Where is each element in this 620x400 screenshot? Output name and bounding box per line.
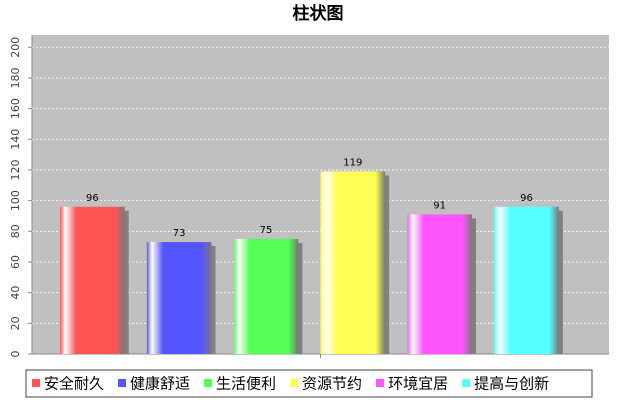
bar [407, 214, 473, 354]
y-tick-label: 200 [9, 37, 22, 58]
legend-label: 健康舒适 [130, 375, 190, 393]
value-label: 119 [343, 157, 362, 168]
y-tick-label: 140 [9, 129, 22, 150]
y-tick-label: 180 [9, 67, 22, 88]
bar [320, 171, 386, 354]
bar [233, 238, 299, 354]
legend-swatch [290, 379, 299, 387]
legend-label: 环境宜居 [388, 375, 448, 393]
bar [494, 206, 559, 354]
legend-swatch [376, 379, 385, 387]
y-tick-label: 120 [9, 159, 22, 180]
bar [60, 206, 125, 354]
legend-label: 资源节约 [302, 375, 362, 393]
legend-label: 提高与创新 [474, 375, 549, 393]
value-label: 96 [86, 193, 99, 204]
bar [146, 242, 212, 354]
legend-label: 安全耐久 [44, 375, 104, 393]
legend-swatch [118, 379, 127, 387]
y-tick-label: 80 [9, 224, 22, 238]
value-label: 91 [433, 200, 446, 211]
value-label: 73 [173, 228, 186, 239]
value-label: 75 [260, 225, 273, 236]
legend-label: 生活便利 [216, 375, 276, 393]
y-tick-label: 20 [9, 316, 22, 330]
legend-swatch [204, 379, 213, 387]
legend-swatch [462, 379, 471, 387]
y-tick-label: 40 [9, 286, 22, 300]
y-tick-label: 60 [9, 255, 22, 269]
y-tick-label: 0 [9, 351, 22, 358]
y-tick-label: 160 [9, 98, 22, 119]
chart-title: 柱状图 [293, 3, 344, 24]
legend-swatch [32, 379, 40, 387]
y-tick-label: 100 [9, 190, 22, 211]
value-label: 96 [520, 193, 533, 204]
